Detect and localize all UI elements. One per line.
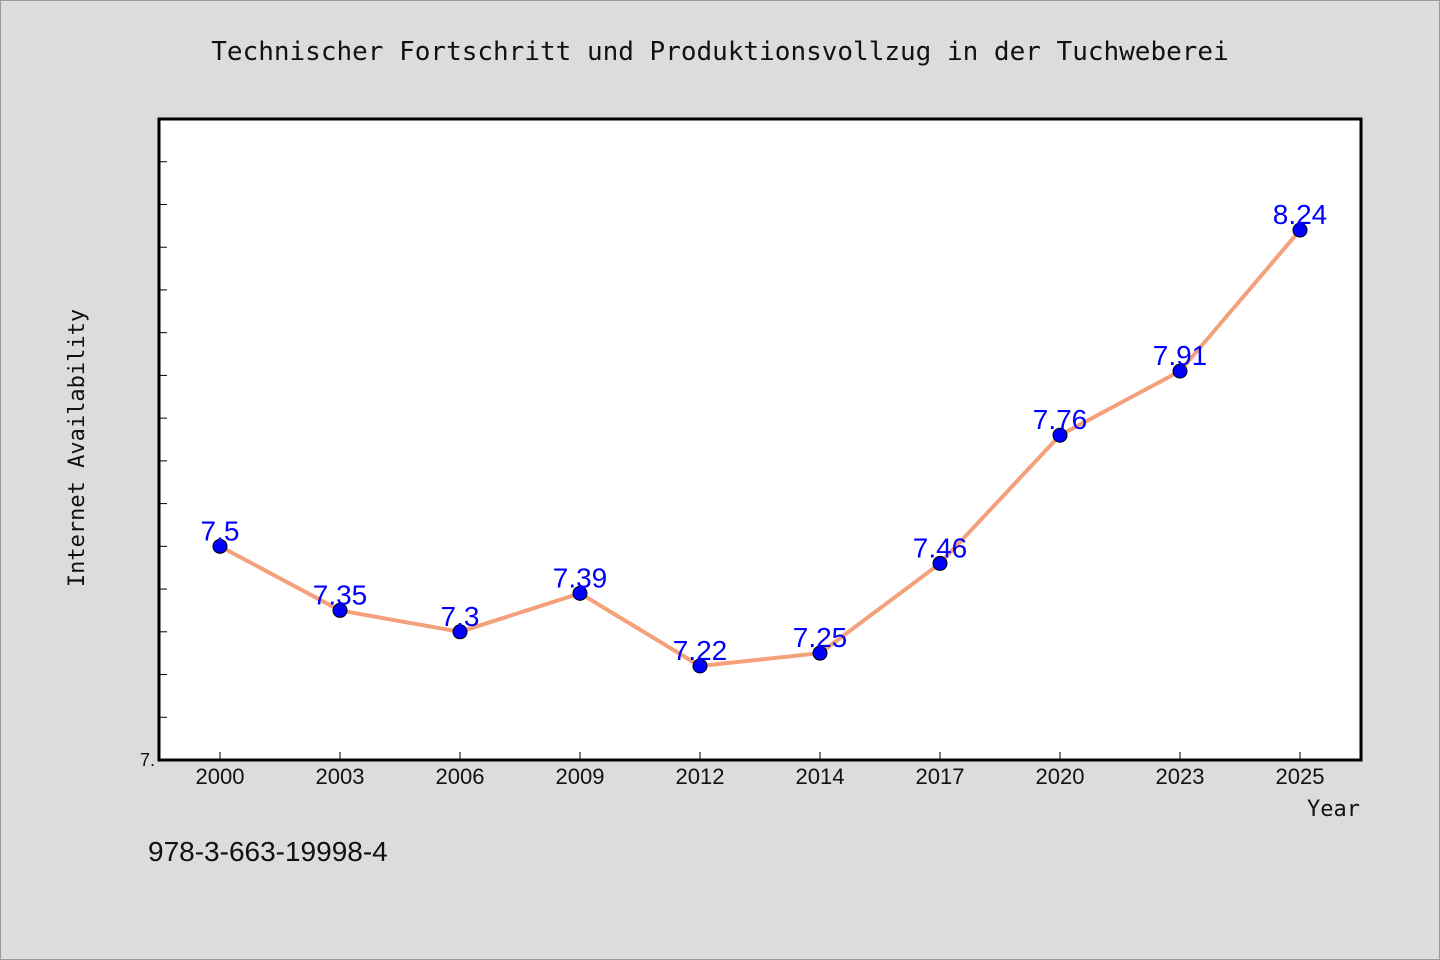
series-layer: 7.5 7.35 7.3 7.39 7.22 7.25 7.46 7.76 7.91 8.24	[201, 199, 1328, 674]
data-point	[692, 658, 708, 674]
data-label: 7.46	[913, 532, 968, 563]
series-line	[218, 228, 1302, 668]
x-axis: 2000 2003 2006 2009 2012 2014 2017 2020 2023 2025	[196, 752, 1325, 789]
y-tick-label: 7.	[140, 750, 155, 770]
plot-area	[157, 117, 1363, 762]
x-tick-label: 2006	[436, 764, 485, 789]
data-point	[212, 538, 228, 554]
data-label: 7.39	[553, 562, 608, 593]
x-tick-label: 2025	[1276, 764, 1325, 789]
data-label: 7.25	[793, 622, 848, 653]
x-tick-label: 2009	[556, 764, 605, 789]
data-label: 7.76	[1033, 404, 1088, 435]
isbn-text: 978-3-663-19998-4	[148, 836, 388, 867]
data-label: 7.22	[673, 635, 728, 666]
data-label: 7.91	[1153, 340, 1208, 371]
x-tick-label: 2023	[1156, 764, 1205, 789]
data-point	[1052, 427, 1068, 443]
x-tick-label: 2012	[676, 764, 725, 789]
data-point	[572, 585, 588, 601]
data-point	[1172, 363, 1188, 379]
x-tick-label: 2020	[1036, 764, 1085, 789]
data-point	[452, 624, 468, 640]
data-label: 7.35	[313, 579, 368, 610]
data-label: 7.3	[441, 601, 480, 632]
data-point	[332, 602, 348, 618]
x-axis-label: Year	[1307, 797, 1360, 822]
x-tick-label: 2000	[196, 764, 245, 789]
chart-title: Technischer Fortschritt und Produktionsv…	[211, 37, 1228, 67]
data-point	[812, 645, 828, 661]
x-tick-label: 2003	[316, 764, 365, 789]
y-axis-label: Internet Availability	[65, 309, 90, 587]
data-label: 8.24	[1273, 199, 1328, 230]
x-tick-label: 2017	[916, 764, 965, 789]
y-axis: 7.	[140, 161, 167, 770]
data-point	[932, 555, 948, 571]
data-point	[1292, 222, 1308, 238]
x-tick-label: 2014	[796, 764, 845, 789]
data-label: 7.5	[201, 515, 240, 546]
